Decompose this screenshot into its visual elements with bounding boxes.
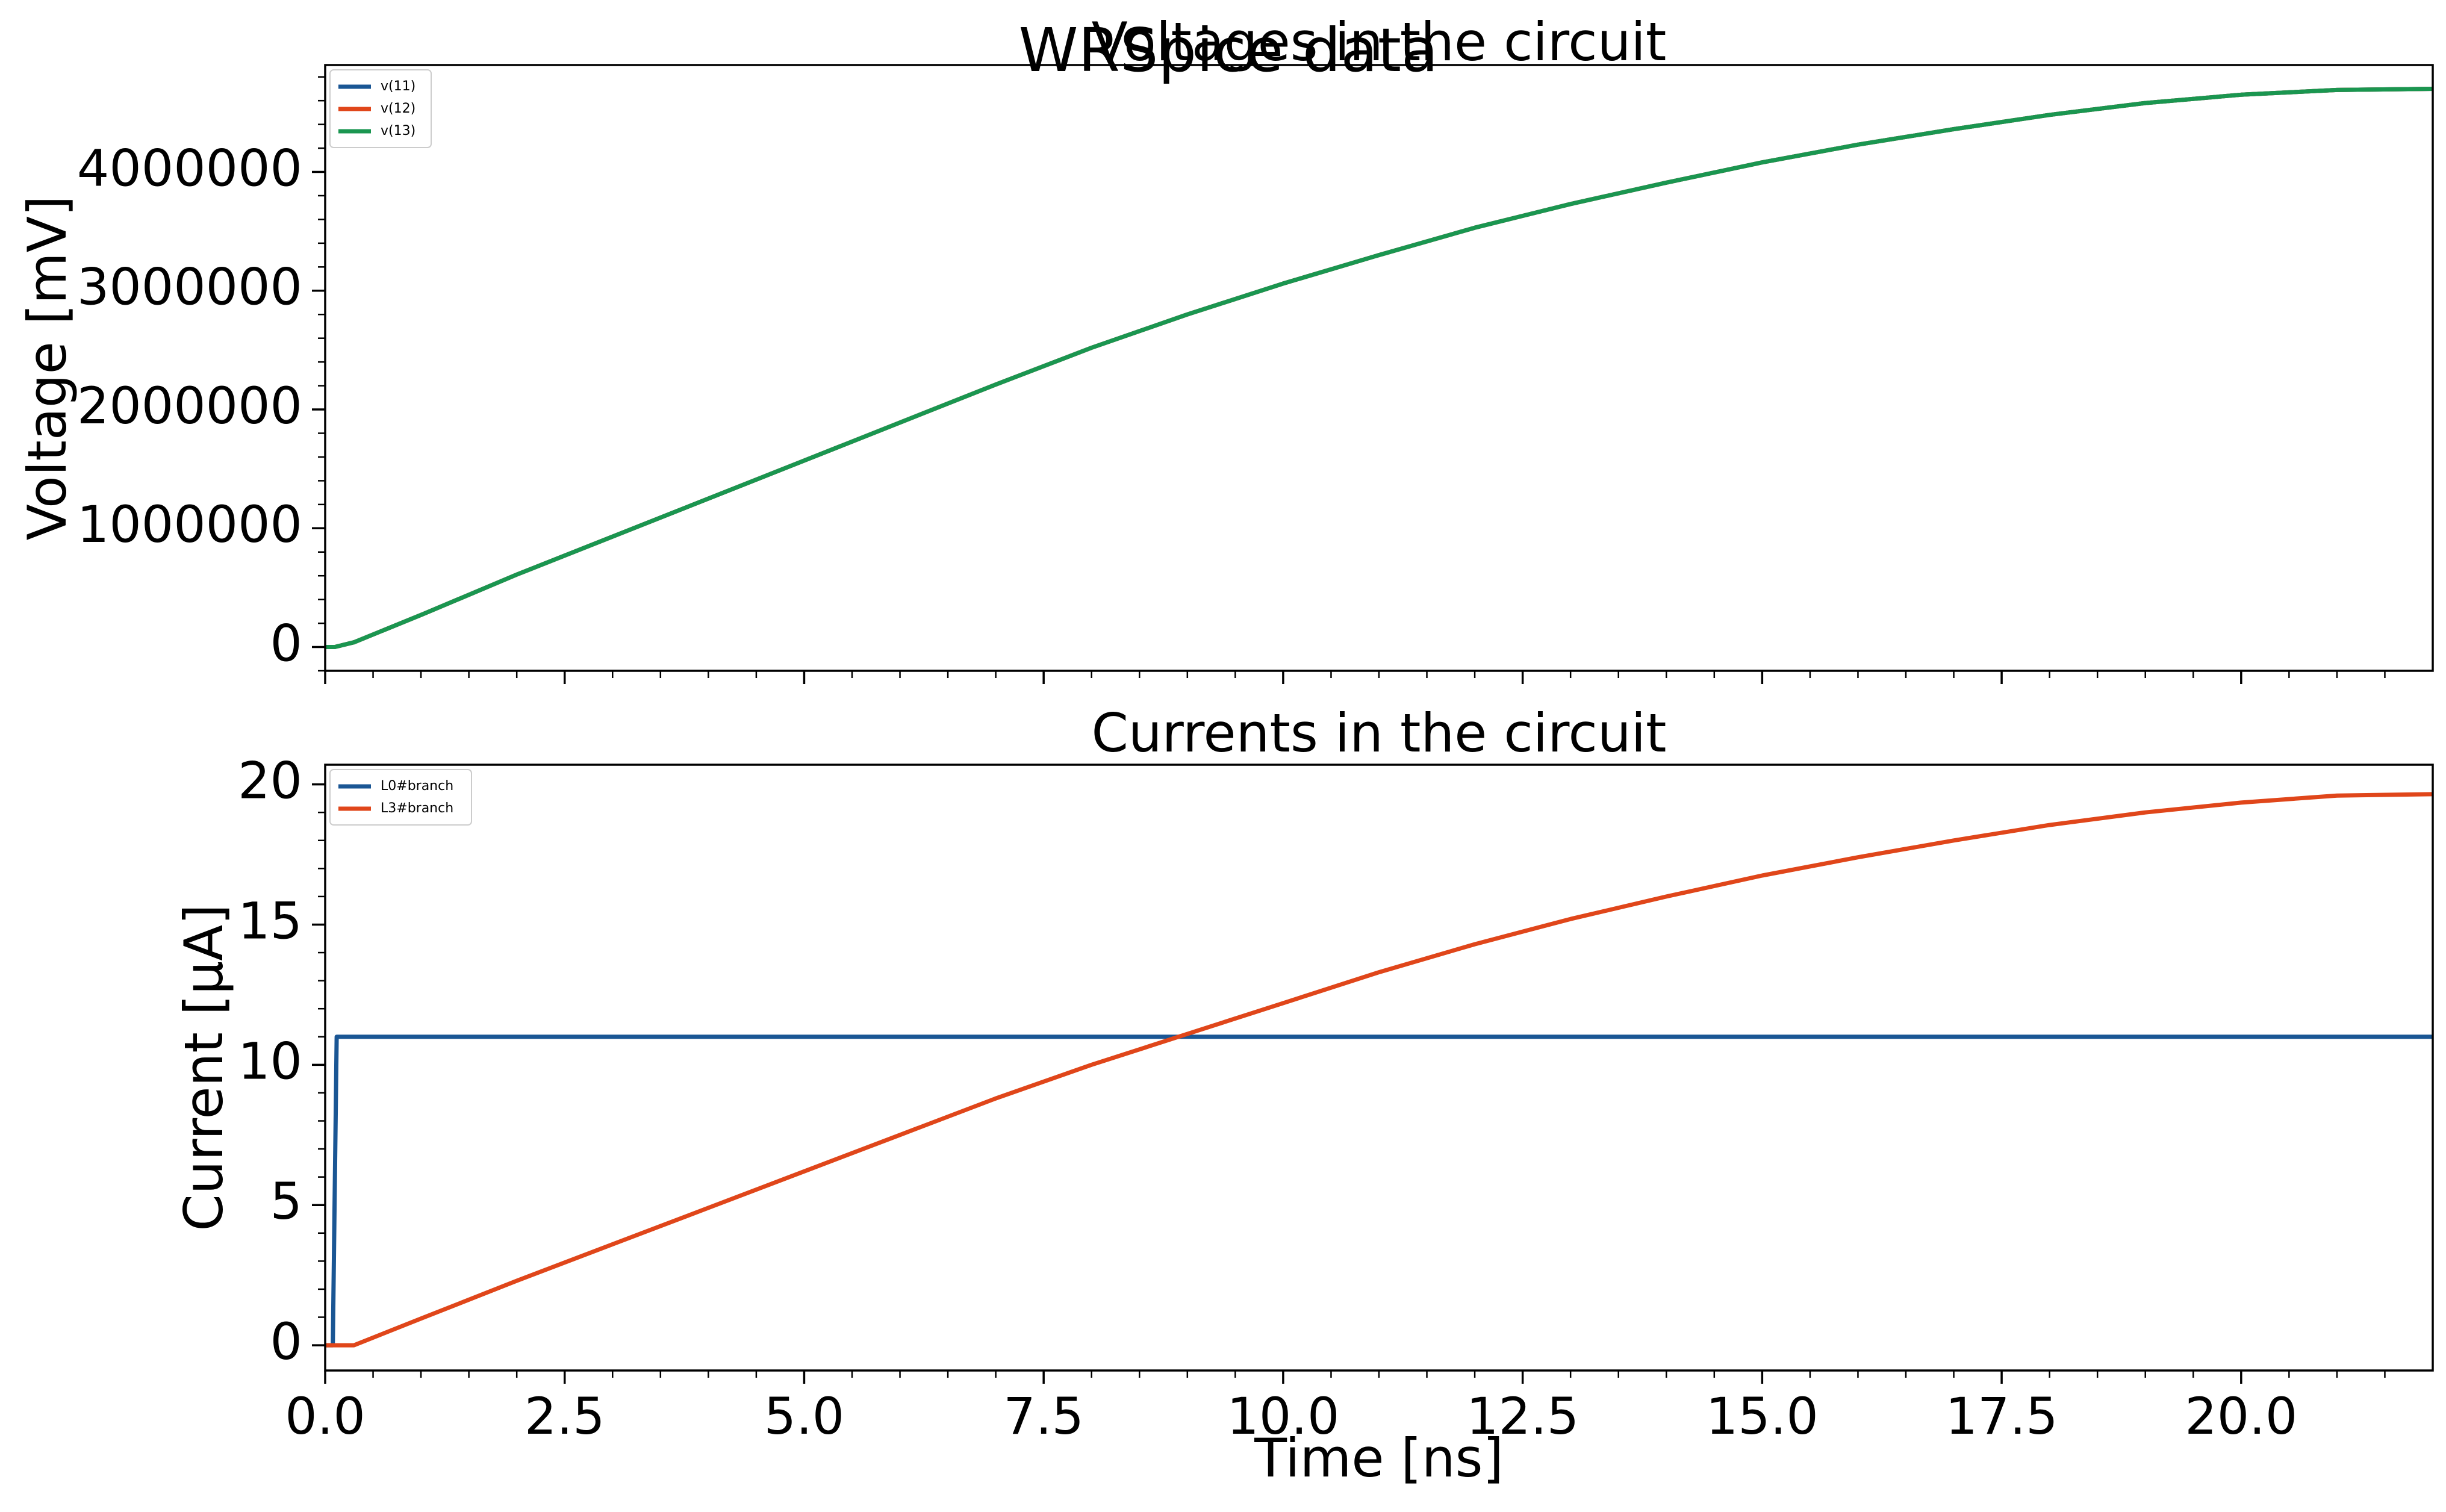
y-tick-label: 2000000	[77, 376, 302, 435]
legend-box	[329, 769, 472, 826]
y-tick-label: 4000000	[77, 138, 302, 198]
figure-suptitle: WRSpice data	[1019, 15, 1439, 86]
y-tick-label: 3000000	[77, 258, 302, 317]
voltage-x-ticks	[324, 671, 2386, 684]
legend-label-v-11: v(11)	[381, 79, 415, 94]
voltage-panel: 0 1000000 2000000 3000000 4000000 Voltages i…	[16, 11, 2434, 684]
y-tick-label: 5	[270, 1172, 302, 1231]
legend-label-l3-branch: L3#branch	[381, 801, 453, 816]
x-tick-label: 5.0	[764, 1387, 845, 1446]
voltage-y-ticks: 0 1000000 2000000 3000000 4000000	[77, 76, 325, 673]
current-x-ticks: 0.0 2.5 5.0 7.5 10.0 12.5 15.0 17.5 20.0	[285, 1370, 2386, 1446]
series-line-v-13	[325, 87, 2433, 649]
legend-box	[329, 69, 432, 148]
x-tick-label: 7.5	[1003, 1387, 1084, 1446]
current-y-axis-label: Current [μA]	[173, 904, 235, 1231]
x-tick-label: 15.0	[1706, 1387, 1819, 1446]
current-series-layer	[325, 792, 2433, 1348]
y-tick-label: 15	[238, 891, 302, 950]
legend-label-v-12: v(12)	[381, 101, 415, 116]
current-legend: L0#branch L3#branch	[329, 769, 472, 826]
current-panel: 0.0 2.5 5.0 7.5 10.0 12.5 15.0 17.5 20.0 0 5 10 15 2…	[173, 702, 2434, 1489]
voltage-y-axis-label: Voltage [mV]	[16, 196, 78, 541]
series-line-l3-branch	[325, 792, 2433, 1348]
y-tick-label: 10	[238, 1031, 302, 1090]
voltage-chart-title: Voltages in the circuit	[1092, 11, 1667, 73]
x-tick-label: 0.0	[285, 1387, 366, 1446]
x-tick-label: 12.5	[1466, 1387, 1579, 1446]
x-tick-label: 2.5	[524, 1387, 605, 1446]
time-x-axis-label: Time [ns]	[1254, 1427, 1504, 1489]
current-chart-title: Currents in the circuit	[1091, 702, 1666, 764]
voltage-series-layer	[325, 87, 2433, 649]
x-tick-label: 20.0	[2185, 1387, 2297, 1446]
legend-label-v-13: v(13)	[381, 123, 415, 138]
x-tick-label: 10.0	[1227, 1387, 1339, 1446]
legend-label-l0-branch: L0#branch	[381, 779, 453, 794]
y-tick-label: 20	[238, 751, 302, 810]
y-tick-label: 0	[270, 614, 302, 673]
y-tick-label: 0	[270, 1312, 302, 1371]
voltage-legend: v(11) v(12) v(13)	[329, 69, 432, 148]
x-tick-label: 17.5	[1946, 1387, 2058, 1446]
current-y-ticks: 0 5 10 15 20	[238, 751, 325, 1371]
y-tick-label: 1000000	[77, 495, 302, 554]
